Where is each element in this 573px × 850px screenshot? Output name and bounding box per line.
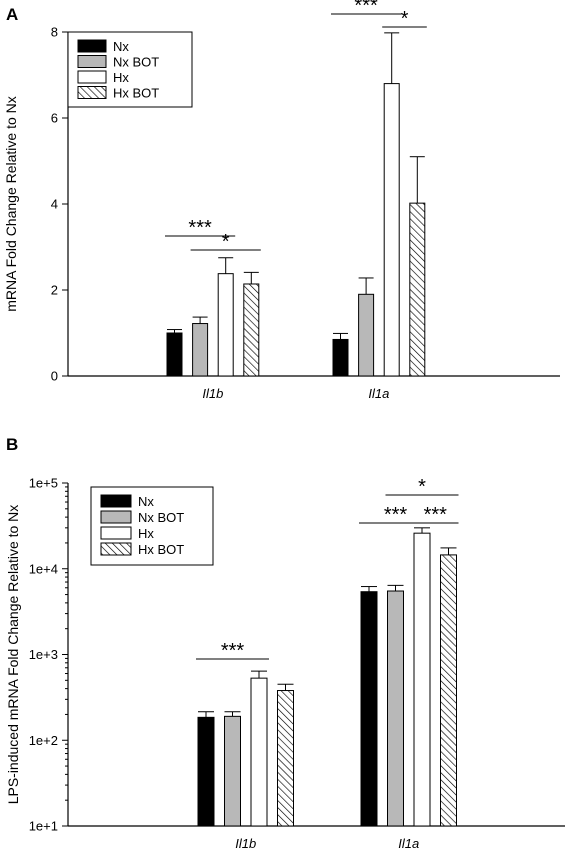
legend-label-hx-bot: Hx BOT <box>138 542 184 557</box>
legend-label-nx-bot: Nx BOT <box>113 55 159 70</box>
y-tick-label: 1e+1 <box>29 819 58 834</box>
y-tick-label: 4 <box>51 197 58 212</box>
bar-il1b-hx-bot <box>243 283 260 377</box>
legend-swatch-hx-bot <box>100 542 132 556</box>
bar-il1a-hx-bot <box>440 554 457 827</box>
bar-il1a-hx <box>413 532 431 827</box>
legend-swatch-nx <box>100 494 132 508</box>
bar-il1b-hx <box>217 273 234 377</box>
bar-il1b-nx <box>166 332 183 377</box>
legend-swatch-nx <box>77 39 107 53</box>
y-axis-label: LPS-induced mRNA Fold Change Relative to… <box>5 505 21 805</box>
legend-label-hx-bot: Hx BOT <box>113 86 159 101</box>
legend-label-nx: Nx <box>138 494 154 509</box>
legend-label-nx: Nx <box>113 39 129 54</box>
bar-il1a-nx-bot <box>387 590 404 827</box>
chart-panel-a: 0 2 4 6 8 mRNA Fold Change Relative to Nx Il1b… <box>3 0 560 401</box>
bar-il1b-nx-bot <box>192 323 209 377</box>
bar-il1a-hx <box>383 83 400 377</box>
bar-il1a-nx <box>360 591 378 827</box>
x-category-label: Il1a <box>398 836 419 850</box>
chart-panel-b: 1e+1 1e+2 1e+3 1e+4 1e+5 LPS-induced mRNA Fol… <box>5 476 565 850</box>
bar-il1a-hx-bot <box>409 202 426 377</box>
legend-label-hx: Hx <box>138 526 154 541</box>
significance-marker: *** <box>354 0 378 17</box>
bar-il1a-nx <box>332 338 349 377</box>
legend-swatch-hx <box>100 526 132 540</box>
significance-marker: *** <box>188 217 212 239</box>
legend-label-nx-bot: Nx BOT <box>138 510 184 525</box>
x-category-label: Il1b <box>235 836 256 850</box>
x-category-label: Il1b <box>202 386 223 401</box>
legend-swatch-hx <box>77 70 107 84</box>
significance-marker: * <box>222 231 230 253</box>
significance-marker: *** <box>424 504 448 526</box>
panel-a-label: A <box>6 5 18 24</box>
y-tick-label: 1e+3 <box>29 647 58 662</box>
significance-marker: * <box>418 476 426 498</box>
y-tick-label: 2 <box>51 283 58 298</box>
y-tick-label: 1e+2 <box>29 733 58 748</box>
y-tick-label: 1e+5 <box>29 476 58 491</box>
legend-swatch-hx-bot <box>77 86 107 99</box>
significance-marker: *** <box>221 640 245 662</box>
panel-b-label: B <box>6 435 18 454</box>
legend-swatch-nx-bot <box>77 55 107 68</box>
y-tick-label: 8 <box>51 25 58 40</box>
y-axis-label: mRNA Fold Change Relative to Nx <box>3 96 19 312</box>
legend-swatch-nx-bot <box>100 510 132 524</box>
bar-il1a-nx-bot <box>358 293 375 377</box>
y-tick-label: 6 <box>51 111 58 126</box>
y-tick-label: 0 <box>51 369 58 384</box>
bar-il1b-hx-bot <box>277 690 294 827</box>
legend-label-hx: Hx <box>113 70 129 85</box>
significance-marker: *** <box>384 504 408 526</box>
bar-il1b-hx <box>250 677 268 827</box>
bar-il1b-nx <box>197 716 215 827</box>
y-tick-label: 1e+4 <box>29 561 58 576</box>
x-category-label: Il1a <box>368 386 389 401</box>
bar-il1b-nx-bot <box>224 715 241 827</box>
significance-marker: * <box>401 8 409 30</box>
